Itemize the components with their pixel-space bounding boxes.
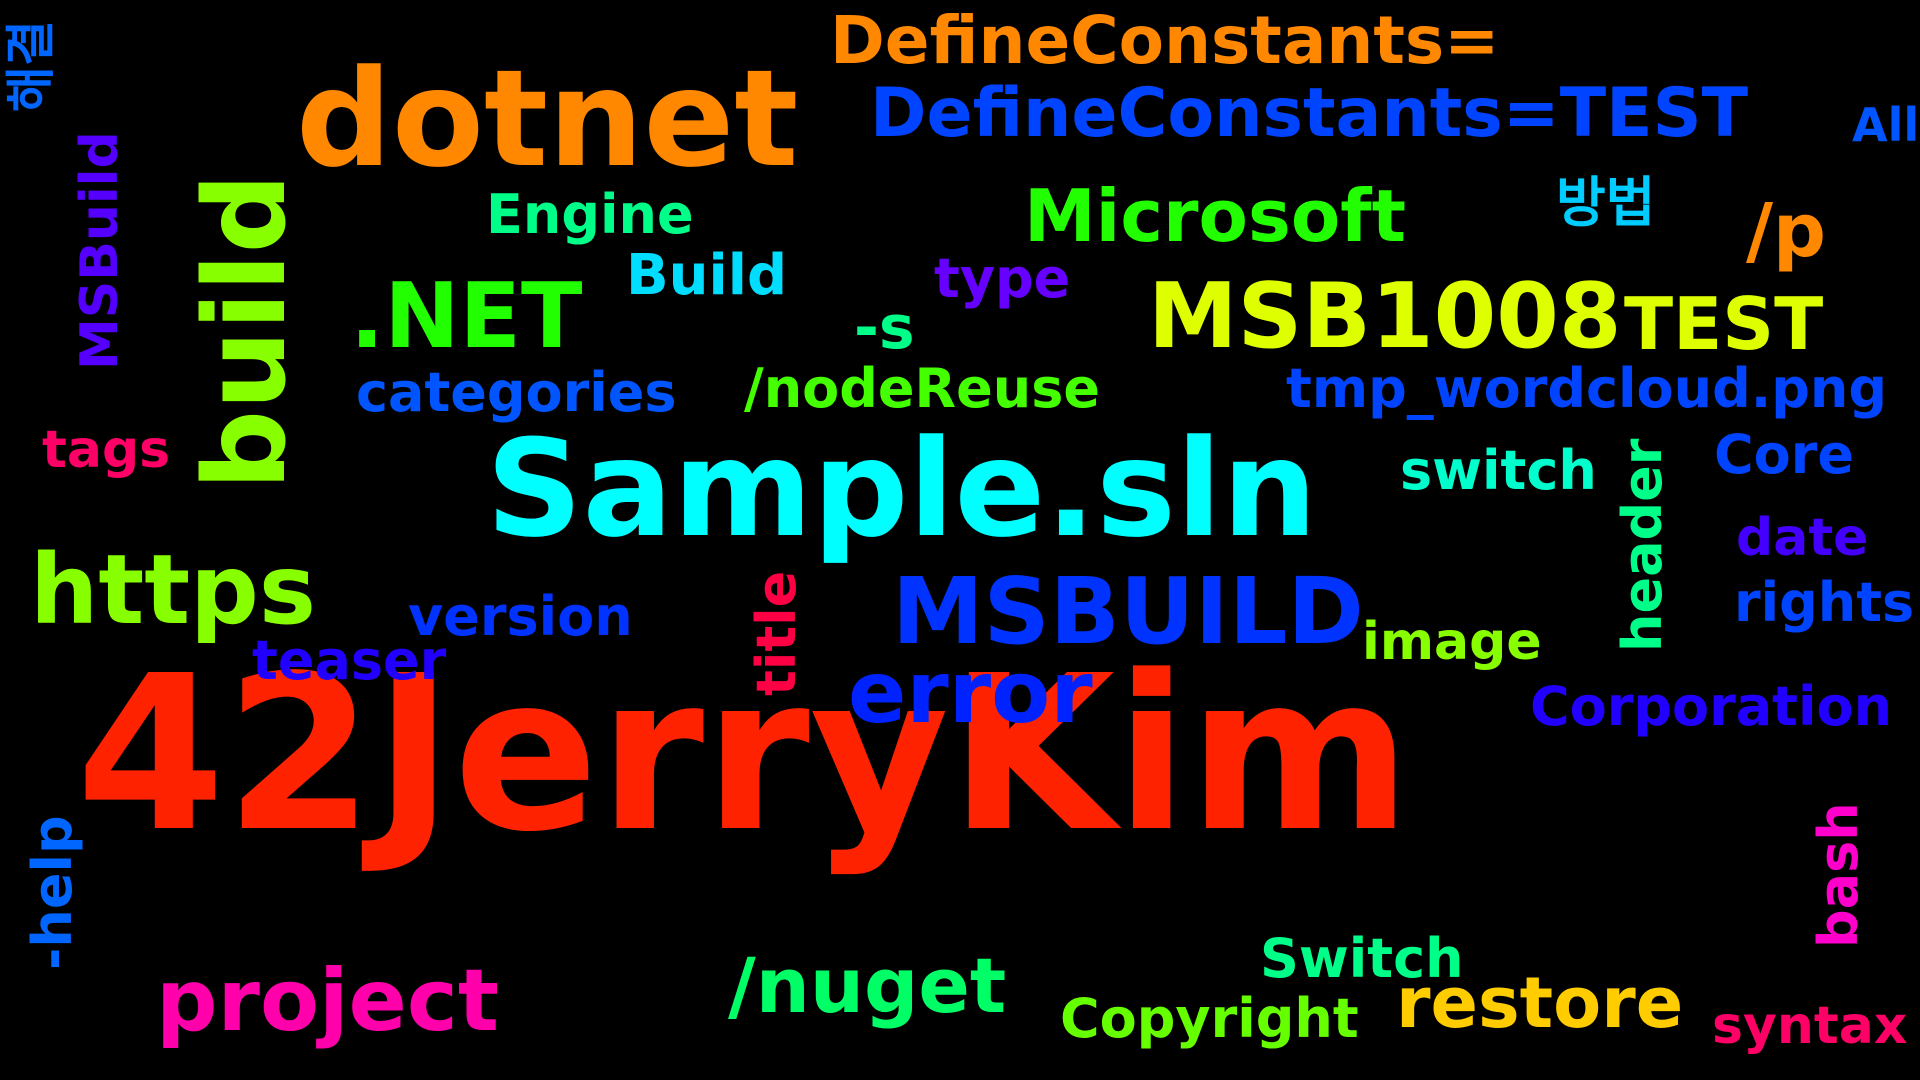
word-error: error (848, 643, 1093, 743)
word-bash: bash (1807, 802, 1870, 948)
word-switch-cap: Switch (1260, 927, 1464, 990)
word-msbuild-caps: MSBUILD (892, 558, 1364, 665)
word-tmp-wordcloud: tmp_wordcloud.png (1286, 357, 1887, 420)
word-header: header (1611, 438, 1674, 652)
word-42jerrykim: 42JerryKim (76, 630, 1412, 879)
word-s-flag: -s (854, 293, 915, 363)
word-microsoft: Microsoft (1024, 174, 1407, 258)
word-restore: restore (1396, 962, 1684, 1044)
word-core: Core (1714, 423, 1854, 486)
word-https: https (30, 534, 316, 646)
word-p-switch: /p (1746, 188, 1826, 274)
word-categories: categories (356, 361, 677, 424)
word-date: date (1736, 508, 1869, 568)
word-rights: rights (1734, 571, 1915, 634)
word-version: version (408, 585, 633, 648)
word-method-ko: 방법 (1556, 171, 1656, 234)
word-dotnet-net: .NET (350, 264, 583, 369)
word-solve-ko: 해결 (2, 20, 60, 112)
word-test: TEST (1624, 282, 1824, 366)
word-defineconstants-eq: DefineConstants= (830, 2, 1500, 79)
word-image: image (1362, 612, 1542, 672)
word-build-word: Build (626, 243, 788, 308)
word-corporation: Corporation (1530, 675, 1893, 738)
word-defineconstants-test: DefineConstants=TEST (870, 74, 1748, 153)
word-msb1008: MSB1008 (1148, 264, 1622, 369)
word-nodereuse: /nodeReuse (744, 357, 1100, 420)
word-tags: tags (42, 420, 171, 480)
word-switch-lower: switch (1400, 439, 1597, 502)
word-nuget: /nuget (728, 941, 1007, 1030)
word-syntax: syntax (1712, 996, 1908, 1056)
word-type: type (934, 247, 1071, 310)
word-dotnet: dotnet (296, 41, 799, 197)
word-build-vertical: build (181, 173, 311, 490)
word-msbuild-vertical: MSBuild (70, 131, 130, 370)
word-all: All (1852, 98, 1920, 152)
word-teaser: teaser (252, 629, 447, 692)
word-project: project (156, 951, 499, 1051)
word-copyright: Copyright (1060, 987, 1359, 1050)
word-help: -help (21, 815, 84, 970)
word-engine: Engine (486, 183, 694, 246)
word-sample-sln: Sample.sln (486, 411, 1318, 567)
word-title: title (745, 570, 808, 696)
